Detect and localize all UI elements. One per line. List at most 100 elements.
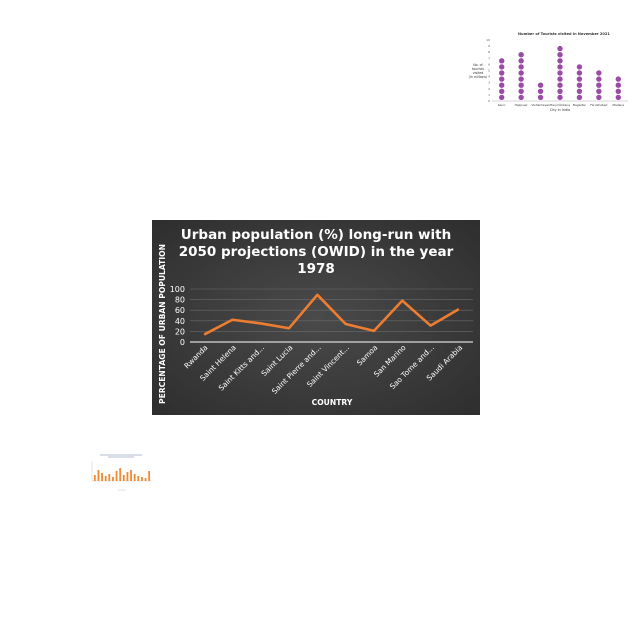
tourists-dot xyxy=(518,64,524,70)
tourists-dot-column xyxy=(557,45,563,101)
thumbnail-bar xyxy=(122,475,125,481)
tourists-dot xyxy=(499,94,505,101)
thumbnail-bar xyxy=(130,470,132,481)
tourists-y-title-line: visited xyxy=(473,71,484,75)
thumbnail-bar xyxy=(108,474,111,481)
tourists-x-tick-label: Farukhabad xyxy=(590,103,607,107)
tourists-dot xyxy=(499,64,505,70)
thumbnail-bar xyxy=(104,476,107,481)
tourists-y-tick-label: 1 xyxy=(488,93,490,97)
tourists-chart-title: Number of Tourists visited in November 2… xyxy=(518,32,610,36)
tourists-dot xyxy=(557,88,563,94)
tourists-dot xyxy=(518,82,524,88)
tourists-x-tick-label: Haryl bhikana xyxy=(550,103,570,107)
tourists-dot xyxy=(576,70,583,76)
tourists-dot xyxy=(518,52,524,58)
thumbnail-bar xyxy=(148,471,151,481)
tourists-x-tick-label: Madana xyxy=(613,103,625,107)
tourists-dot xyxy=(557,94,563,101)
tourists-y-tick-labels: 0 1 2 3 4 5 6 7 8 9 10 xyxy=(486,38,490,103)
tourists-dot xyxy=(537,94,544,101)
thumbnail-bar xyxy=(115,471,118,481)
thumbnail-background xyxy=(468,28,632,116)
urban-population-series-line xyxy=(203,293,460,336)
tourists-dot xyxy=(596,70,602,76)
tourists-y-title-line: tourists xyxy=(472,67,484,71)
thumbnail-bar xyxy=(112,477,114,481)
tourists-dot xyxy=(557,58,563,64)
tourists-dot xyxy=(615,82,621,88)
tourists-dot xyxy=(499,82,505,88)
tourists-x-tick-label: Hajipuair xyxy=(515,103,529,107)
chart-title-line-3: 1978 xyxy=(297,261,335,277)
tourists-y-tick-label: 10 xyxy=(486,38,490,42)
tourists-dot xyxy=(596,76,602,82)
tourists-y-tick-label: 9 xyxy=(488,44,490,48)
tourists-dot xyxy=(596,82,602,88)
chart-title-line-1: Urban population (%) long-run with xyxy=(181,227,451,243)
tourists-dot xyxy=(518,88,524,94)
tourists-y-tick-label: 8 xyxy=(488,50,490,54)
tourists-dot xyxy=(576,82,583,88)
tourists-dot xyxy=(518,70,524,76)
thumbnail-bar xyxy=(126,472,129,481)
tourists-x-tick-label: Bagasfar xyxy=(573,103,587,107)
tourists-dot xyxy=(615,94,621,101)
tourists-dot xyxy=(537,82,544,88)
tourists-dot xyxy=(518,58,524,64)
tourists-y-title-line: No. of xyxy=(473,63,483,67)
thumbnail-bar xyxy=(97,470,100,481)
tourists-dot xyxy=(518,94,524,101)
tourists-dot xyxy=(557,64,563,70)
tourists-dot xyxy=(576,88,583,94)
tourists-dot-columns xyxy=(499,45,621,101)
tourists-y-tick-label: 5 xyxy=(488,69,490,73)
tourists-dot xyxy=(615,76,621,82)
tourists-dot-chart-thumbnail: Number of Tourists visited in November 2… xyxy=(468,28,632,116)
tourists-dot xyxy=(615,88,621,94)
y-tick-label: 40 xyxy=(175,317,185,326)
y-tick-label: 100 xyxy=(170,285,185,294)
tourists-dot xyxy=(557,45,563,52)
thumbnail-bar xyxy=(101,473,103,481)
tourists-x-tick-labels: Kerur Hajipuair Vishakhavali Haryl bhikana B… xyxy=(498,103,624,107)
tourists-x-axis-title: City in India xyxy=(550,108,570,112)
tourists-dot xyxy=(499,70,505,76)
thumbnail-bar xyxy=(93,475,96,481)
tourists-dot xyxy=(596,88,602,94)
tourists-x-tick-label: Kerur xyxy=(498,103,507,107)
tourists-y-tick-label: 3 xyxy=(488,81,490,85)
tourists-y-tick-label: 0 xyxy=(488,99,490,103)
y-tick-label: 0 xyxy=(180,338,185,347)
tourists-dot xyxy=(518,76,524,82)
tourists-dot xyxy=(537,88,544,94)
tourists-dot xyxy=(557,52,563,58)
thumbnail-bar xyxy=(133,474,136,481)
chart-background xyxy=(152,220,480,415)
tourists-dot xyxy=(499,88,505,94)
tourists-y-tick-label: 2 xyxy=(488,87,490,91)
tourists-dot xyxy=(557,82,563,88)
y-tick-label: 80 xyxy=(175,296,185,305)
x-axis-title: COUNTRY xyxy=(312,398,353,407)
tourists-dot xyxy=(499,58,505,64)
tourists-dot-column xyxy=(518,52,524,101)
tourists-dot xyxy=(576,76,583,82)
tourists-dot-column xyxy=(615,76,621,101)
tourists-y-tick-label: 4 xyxy=(488,75,490,79)
tourists-dot-column xyxy=(499,58,505,101)
y-tick-label: 60 xyxy=(175,306,185,315)
urban-population-line-chart: Urban population (%) long-run with 2050 … xyxy=(152,220,480,415)
y-tick-label: 20 xyxy=(175,327,185,336)
tourists-dot xyxy=(576,94,583,101)
thumbnail-bar xyxy=(137,476,140,481)
thumbnail-bar xyxy=(144,478,147,481)
tourists-dot xyxy=(499,76,505,82)
bar-chart-thumbnail xyxy=(86,452,156,498)
tourists-y-tick-label: 7 xyxy=(488,56,490,60)
thumbnail-bars xyxy=(93,468,151,481)
tourists-dot-column xyxy=(537,82,544,101)
tourists-dot xyxy=(557,76,563,82)
